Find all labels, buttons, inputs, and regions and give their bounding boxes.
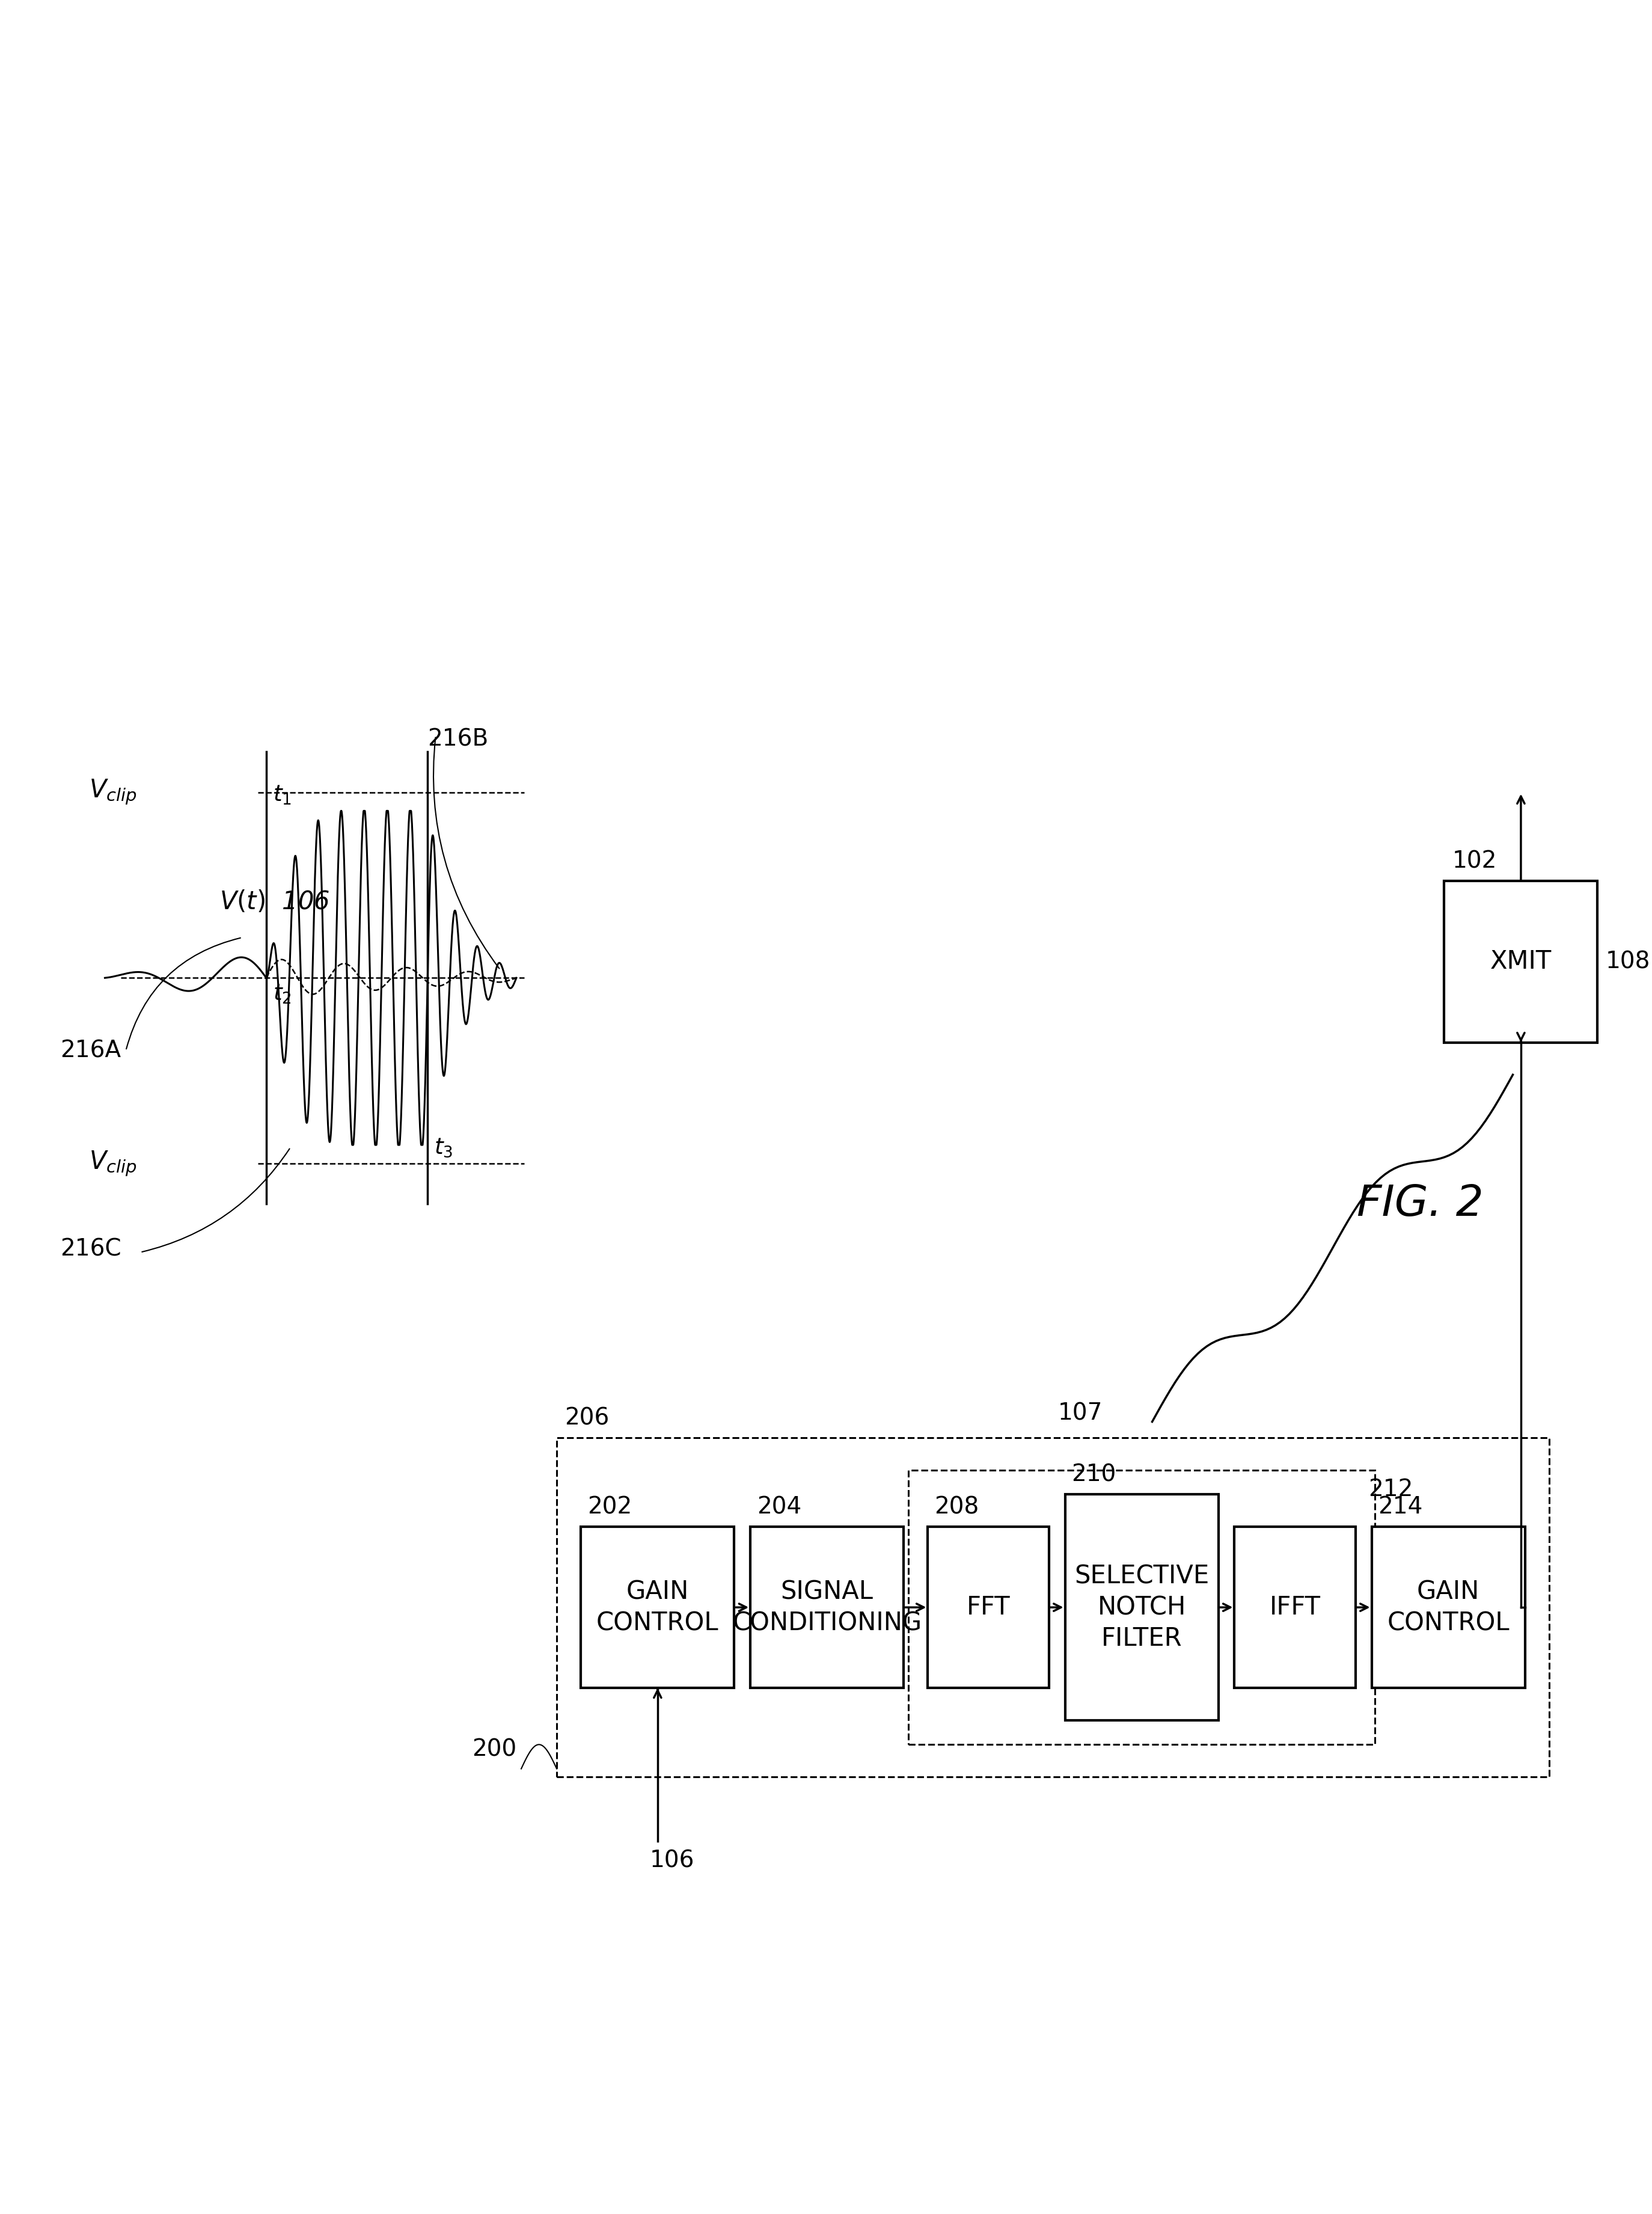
Text: FFT: FFT	[966, 1594, 1011, 1621]
FancyBboxPatch shape	[1371, 1528, 1525, 1687]
Text: $V(t)$  106: $V(t)$ 106	[220, 890, 329, 914]
Text: 216B: 216B	[428, 728, 489, 751]
FancyBboxPatch shape	[750, 1528, 904, 1687]
FancyBboxPatch shape	[582, 1528, 733, 1687]
FancyBboxPatch shape	[928, 1528, 1049, 1687]
Text: 202: 202	[588, 1497, 633, 1519]
Text: FIG. 2: FIG. 2	[1356, 1182, 1483, 1224]
Text: 106: 106	[649, 1849, 694, 1873]
Text: 216C: 216C	[59, 1238, 121, 1260]
Text: $t_1$: $t_1$	[273, 784, 291, 806]
Text: GAIN
CONTROL: GAIN CONTROL	[1388, 1579, 1510, 1636]
Text: IFFT: IFFT	[1269, 1594, 1320, 1621]
Text: 200: 200	[472, 1738, 517, 1760]
Text: SELECTIVE
NOTCH
FILTER: SELECTIVE NOTCH FILTER	[1074, 1563, 1209, 1652]
Text: 212: 212	[1368, 1479, 1412, 1501]
FancyBboxPatch shape	[1234, 1528, 1356, 1687]
Text: $t_2$: $t_2$	[273, 983, 291, 1005]
Text: 208: 208	[935, 1497, 980, 1519]
Text: 107: 107	[1057, 1401, 1102, 1426]
Text: 108: 108	[1606, 950, 1650, 974]
Text: GAIN
CONTROL: GAIN CONTROL	[596, 1579, 719, 1636]
Text: 204: 204	[757, 1497, 801, 1519]
Text: 102: 102	[1452, 850, 1497, 872]
FancyBboxPatch shape	[1066, 1494, 1218, 1720]
Text: 206: 206	[565, 1406, 610, 1430]
Text: XMIT: XMIT	[1490, 950, 1551, 974]
Text: $V_{clip}$: $V_{clip}$	[89, 1149, 137, 1178]
Text: $V_{clip}$: $V_{clip}$	[89, 777, 137, 806]
Text: 210: 210	[1072, 1463, 1117, 1486]
Text: $t_3$: $t_3$	[434, 1136, 453, 1158]
FancyBboxPatch shape	[1444, 881, 1597, 1043]
Text: 216A: 216A	[59, 1038, 121, 1063]
Text: 214: 214	[1378, 1497, 1422, 1519]
Text: SIGNAL
CONDITIONING: SIGNAL CONDITIONING	[732, 1579, 922, 1636]
